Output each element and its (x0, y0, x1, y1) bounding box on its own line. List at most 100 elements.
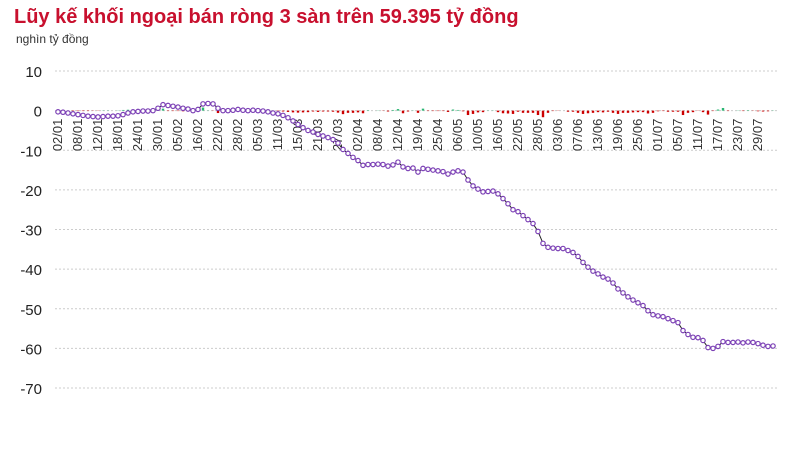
data-point (510, 206, 516, 213)
data-point (250, 107, 256, 114)
data-point (760, 342, 766, 349)
data-point (640, 302, 646, 309)
data-point (200, 101, 206, 107)
daily-bar (121, 109, 125, 111)
data-point (700, 337, 706, 344)
data-point (375, 161, 381, 167)
data-point (335, 140, 341, 146)
x-tick-label: 23/07 (730, 119, 745, 152)
daily-bar (466, 110, 470, 116)
data-point (90, 113, 96, 120)
daily-bar (666, 110, 670, 112)
data-point (95, 114, 101, 120)
data-point (580, 259, 586, 266)
daily-bar (496, 110, 500, 113)
x-tick-label: 16/05 (490, 119, 505, 152)
daily-bar (506, 110, 510, 114)
data-point (215, 105, 221, 112)
data-point (500, 195, 506, 202)
data-point (750, 339, 756, 346)
y-tick-label: -70 (20, 381, 42, 398)
daily-bar (521, 110, 525, 113)
daily-bar (481, 110, 485, 113)
data-point (55, 109, 61, 115)
daily-bar (401, 110, 405, 114)
data-point (425, 166, 431, 173)
x-tick-label: 12/01 (90, 119, 105, 152)
daily-bar (586, 110, 590, 114)
x-tick-label: 10/05 (470, 119, 485, 152)
data-point (205, 100, 211, 107)
data-point (230, 107, 236, 114)
daily-bar (326, 110, 330, 112)
data-point (685, 331, 691, 338)
data-point (300, 124, 306, 131)
x-tick-label: 05/07 (670, 119, 685, 152)
data-point (225, 107, 231, 114)
data-point (155, 105, 161, 112)
x-tick-label: 16/02 (190, 119, 205, 152)
data-point (315, 131, 321, 138)
daily-bar (311, 110, 315, 112)
data-point (405, 165, 411, 172)
daily-bar (636, 110, 640, 113)
data-point (190, 107, 196, 114)
daily-bar (641, 110, 645, 113)
y-tick-label: -30 (20, 223, 42, 240)
data-point (470, 183, 476, 189)
data-point (535, 228, 541, 235)
data-point (115, 112, 121, 119)
x-tick-label: 11/03 (270, 119, 285, 151)
data-point (175, 104, 181, 110)
data-point (720, 338, 726, 345)
data-point (560, 245, 566, 252)
data-point (110, 113, 116, 119)
daily-bar (386, 110, 390, 112)
y-tick-label: -60 (20, 341, 42, 358)
data-point (550, 245, 556, 251)
data-point (465, 177, 471, 183)
data-point (135, 108, 141, 115)
daily-bar (501, 110, 505, 114)
data-point (70, 110, 76, 117)
data-point (485, 188, 491, 195)
daily-bar (216, 110, 220, 114)
data-point (435, 168, 441, 174)
data-point (280, 112, 286, 119)
daily-bar (656, 110, 660, 112)
daily-bar (531, 110, 535, 113)
x-tick-label: 08/01 (70, 119, 85, 152)
data-point (360, 162, 366, 169)
daily-bar (546, 110, 550, 113)
data-point (655, 313, 661, 319)
daily-bar (361, 110, 365, 114)
x-tick-label: 22/05 (510, 119, 525, 152)
data-point (660, 313, 666, 320)
data-point (320, 133, 326, 139)
x-tick-label: 28/02 (230, 119, 245, 152)
y-tick-label: -50 (20, 302, 42, 319)
x-tick-label: 13/06 (590, 119, 605, 152)
daily-bar (526, 110, 530, 113)
x-tick-label: 01/07 (650, 119, 665, 152)
data-point (520, 212, 526, 219)
data-point (600, 274, 606, 280)
x-tick-label: 02/01 (50, 119, 65, 152)
x-tick-label: 07/06 (570, 119, 585, 152)
data-point (610, 280, 616, 286)
data-point (160, 101, 166, 108)
daily-bar (671, 110, 675, 112)
daily-bar (646, 110, 650, 114)
y-axis-unit: nghìn tỷ đồng (16, 32, 89, 46)
data-point (165, 102, 171, 109)
daily-bar (721, 107, 725, 111)
data-point (480, 189, 486, 195)
data-point (625, 294, 631, 300)
data-point (145, 108, 151, 114)
data-point (440, 168, 446, 175)
daily-bar (281, 110, 285, 112)
x-tick-label: 17/07 (710, 119, 725, 152)
data-point (495, 191, 501, 197)
data-point (730, 339, 736, 346)
data-point (355, 157, 361, 164)
